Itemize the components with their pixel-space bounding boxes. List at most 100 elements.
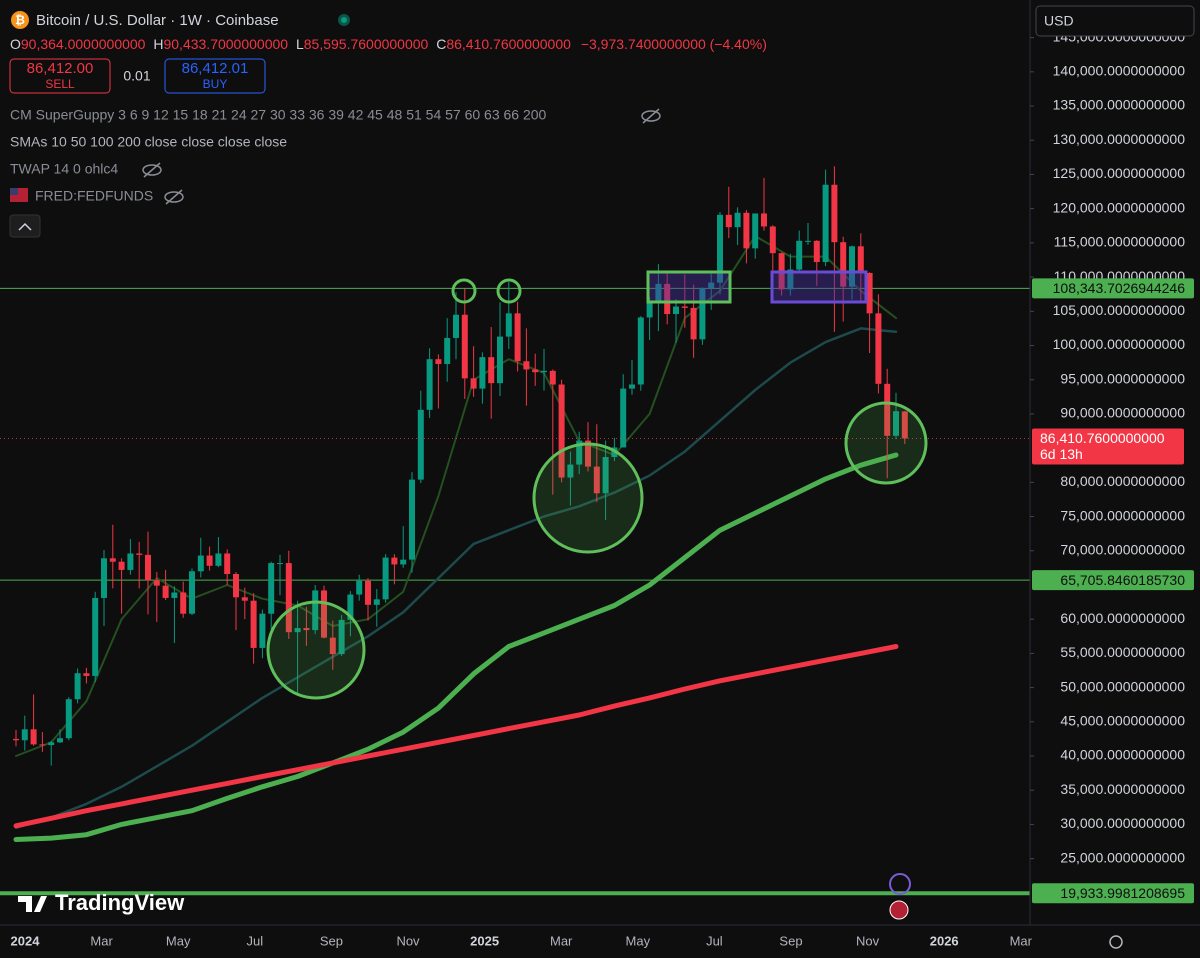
settings-icon[interactable] [1109, 935, 1123, 949]
y-tick-label: 100,000.0000000000 [1053, 336, 1186, 352]
candle-body [681, 306, 688, 308]
y-tick-label: 40,000.0000000000 [1060, 747, 1185, 763]
candle-body [585, 440, 591, 467]
collapse-icon [18, 222, 32, 231]
y-tick-label: 35,000.0000000000 [1060, 781, 1185, 797]
candle-body [268, 563, 275, 614]
candle-body [541, 370, 547, 373]
x-tick-label: Nov [396, 933, 420, 948]
candle-body [83, 673, 90, 676]
eye-off-icon[interactable] [142, 164, 162, 176]
x-tick-label: Nov [856, 933, 880, 948]
candle-body [435, 359, 442, 364]
x-tick-label: Mar [550, 933, 573, 948]
moving-average-line [13, 452, 899, 842]
candle-body [901, 411, 908, 439]
moving-average-line [14, 327, 898, 830]
y-tick-label: 95,000.0000000000 [1060, 370, 1185, 386]
collapse-button[interactable] [9, 214, 41, 238]
indicator-label[interactable]: CM SuperGuppy 3 6 9 12 15 18 21 24 27 30… [10, 107, 547, 123]
indicator-label[interactable]: SMAs 10 50 100 200 close close close clo… [10, 134, 287, 150]
moving-average-line [13, 644, 899, 829]
indicator-label[interactable]: TWAP 14 0 ohlc4 [10, 161, 118, 177]
economic-event-icon[interactable] [889, 900, 909, 920]
ohlc-value: 85,595.7600000000 [304, 36, 429, 52]
last-price-box [1032, 428, 1184, 465]
candle-body [866, 272, 873, 314]
candle-body [637, 317, 644, 385]
candle-body [857, 246, 864, 273]
candle-body [479, 357, 486, 389]
candle-body [752, 213, 759, 249]
candle-body [708, 282, 715, 289]
y-tick-label: 70,000.0000000000 [1060, 541, 1185, 557]
btc-symbol: ₿ [15, 13, 25, 27]
ohlc-value: 90,364.0000000000 [21, 36, 146, 52]
status-dot [341, 17, 347, 23]
eye-off-icon[interactable] [164, 191, 184, 203]
candle-body [180, 592, 187, 614]
x-tick-label: 2025 [470, 933, 499, 948]
candle-body [558, 384, 565, 478]
y-tick-label: 50,000.0000000000 [1060, 678, 1185, 694]
buy-button[interactable] [164, 58, 266, 94]
buy-label: BUY [203, 77, 228, 91]
sell-button[interactable] [9, 58, 111, 94]
eye-off-icon [642, 108, 660, 124]
candle-body [127, 553, 134, 570]
candle-body [39, 744, 46, 746]
candle-body [109, 558, 116, 562]
buy-price: 86,412.01 [182, 60, 249, 77]
change: −3,973.7400000000 (−4.40%) [581, 36, 767, 52]
currency-select[interactable] [1035, 5, 1195, 37]
x-tick-label: May [626, 933, 651, 948]
candle-body [373, 599, 380, 605]
candle-body [602, 457, 609, 494]
plot [0, 166, 1030, 896]
candle-body [277, 563, 283, 565]
candle-body [813, 240, 820, 263]
eye-off-icon[interactable] [641, 110, 661, 122]
eye-off-icon [165, 189, 183, 205]
candle-body [655, 283, 662, 302]
symbol-title: Bitcoin / U.S. Dollar · 1W · Coinbase [36, 12, 279, 29]
candle-body [162, 585, 169, 598]
candle-body [285, 563, 292, 633]
y-tick-label: 105,000.0000000000 [1053, 302, 1186, 318]
level-label: 65,705.8460185730 [1060, 572, 1185, 588]
annotation-circle [496, 278, 522, 304]
level-label: 19,933.9981208695 [1060, 885, 1185, 901]
x-tick-label: Jul [706, 933, 723, 948]
annotation-box [646, 270, 732, 304]
candle-body [734, 212, 741, 228]
candle-body [629, 384, 635, 389]
candle-body [233, 574, 239, 598]
candle-body [145, 554, 151, 581]
ohlc-key: H [153, 36, 163, 52]
candle-body [822, 184, 829, 263]
y-tick-label: 135,000.0000000000 [1053, 97, 1186, 113]
candle-body [136, 553, 143, 555]
annotation-circle [266, 600, 366, 700]
annotations [266, 270, 928, 700]
event-icon[interactable] [889, 873, 911, 895]
candle-body [409, 479, 415, 560]
candle-body [153, 580, 160, 586]
candle-body [65, 699, 72, 739]
indicator-label[interactable]: FRED:FEDFUNDS [35, 188, 153, 204]
candle-body [303, 628, 310, 631]
candle-body [620, 388, 627, 448]
ohlc-value: 86,410.7600000000 [446, 36, 571, 52]
eye-off-icon [143, 162, 161, 178]
candle-body [312, 590, 319, 631]
btc-icon [11, 11, 29, 29]
candle-body [259, 613, 266, 648]
candle-body [461, 314, 468, 379]
candle-body [831, 184, 838, 243]
candle-body [805, 240, 811, 242]
candle-body [532, 369, 539, 373]
last-price-label: 86,410.7600000000 [1040, 430, 1165, 446]
y-tick-label: 75,000.0000000000 [1060, 507, 1185, 523]
candle-body [250, 600, 257, 648]
y-tick-label: 80,000.0000000000 [1060, 473, 1185, 489]
